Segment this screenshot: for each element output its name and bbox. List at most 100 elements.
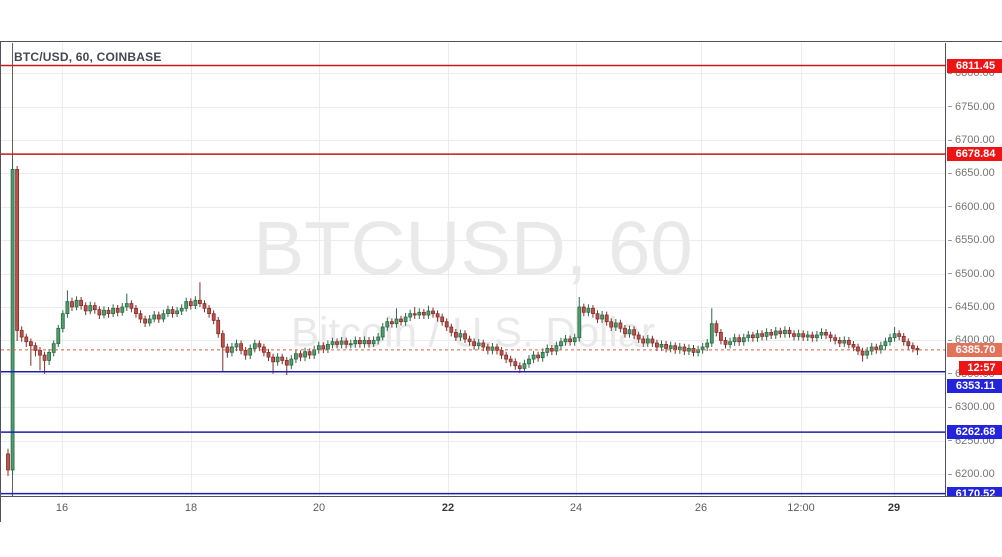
candle bbox=[719, 329, 723, 345]
candle bbox=[609, 318, 614, 331]
candle bbox=[783, 326, 787, 338]
price-tick: 6600.00 bbox=[946, 200, 1002, 214]
candle bbox=[833, 334, 838, 345]
candle bbox=[504, 351, 509, 364]
candle bbox=[289, 355, 294, 370]
level-price-label-2[interactable]: 6353.11 bbox=[947, 378, 1002, 393]
candle bbox=[70, 297, 74, 311]
time-axis[interactable]: 16 18 20 22 24 26 12:00 29 bbox=[1, 496, 1002, 523]
candle bbox=[394, 308, 399, 328]
price-axis[interactable]: 6800.00 6750.00 6700.00 6650.00 6600.00 6550.… bbox=[945, 43, 1002, 496]
candle bbox=[623, 325, 627, 338]
candle bbox=[38, 347, 42, 371]
candle bbox=[376, 333, 381, 345]
price-tick: 6650.00 bbox=[946, 166, 1002, 180]
candle bbox=[188, 298, 193, 310]
candle bbox=[527, 355, 531, 368]
candle bbox=[796, 329, 801, 341]
candle bbox=[627, 325, 632, 338]
time-tick: 12:00 bbox=[787, 502, 815, 514]
tick-dash bbox=[948, 273, 952, 275]
candle bbox=[440, 313, 445, 326]
candle bbox=[248, 344, 253, 360]
candle bbox=[207, 305, 212, 318]
candle bbox=[266, 349, 271, 362]
candle bbox=[760, 330, 764, 341]
candle bbox=[65, 290, 70, 318]
time-tick: 18 bbox=[184, 502, 198, 514]
candle bbox=[28, 338, 33, 366]
candle bbox=[293, 349, 298, 364]
candle bbox=[481, 339, 486, 352]
level-price-label-1[interactable]: 6678.84 bbox=[947, 147, 1002, 162]
candle bbox=[458, 329, 463, 341]
price-tick: 6750.00 bbox=[946, 100, 1002, 114]
symbol-legend[interactable]: BTC/USD, 60, COINBASE bbox=[14, 50, 162, 64]
time-tick: 29 bbox=[887, 502, 901, 514]
candle bbox=[554, 341, 559, 356]
candle bbox=[604, 311, 609, 326]
candle bbox=[508, 355, 513, 367]
candle bbox=[673, 342, 678, 354]
candle bbox=[74, 296, 79, 311]
candle bbox=[805, 331, 810, 341]
level-price-label-4[interactable]: 6170.52 bbox=[947, 486, 1002, 496]
candle bbox=[175, 307, 180, 317]
candle bbox=[426, 305, 431, 319]
chart-area: BTCUSD, 60 Bitcoin / U.S. Dollar 6800.00 6… bbox=[0, 41, 1002, 523]
candle bbox=[810, 331, 815, 342]
candle bbox=[367, 337, 371, 348]
candle bbox=[700, 343, 705, 354]
candle bbox=[883, 337, 888, 350]
candle bbox=[664, 341, 668, 353]
candle bbox=[51, 340, 56, 357]
candle bbox=[408, 309, 413, 321]
candle bbox=[751, 331, 755, 342]
candle bbox=[842, 336, 847, 347]
candle bbox=[325, 340, 330, 354]
candle bbox=[824, 329, 828, 339]
candle bbox=[79, 297, 83, 310]
candle bbox=[234, 339, 239, 352]
tick-dash bbox=[948, 206, 952, 208]
candle bbox=[572, 333, 577, 346]
candle bbox=[129, 300, 134, 313]
candle bbox=[115, 305, 120, 317]
candle bbox=[737, 334, 742, 346]
tick-dash bbox=[948, 172, 952, 174]
candle bbox=[111, 304, 115, 317]
candle bbox=[339, 337, 344, 349]
chart-pane[interactable]: BTCUSD, 60 Bitcoin / U.S. Dollar bbox=[1, 43, 945, 496]
candle bbox=[892, 327, 897, 342]
candle bbox=[755, 329, 760, 342]
candle bbox=[280, 353, 285, 365]
tick-dash bbox=[948, 139, 952, 141]
candle bbox=[216, 317, 221, 338]
candle bbox=[239, 340, 244, 355]
candle bbox=[316, 341, 321, 354]
candle bbox=[124, 293, 129, 311]
tick-dash bbox=[948, 373, 952, 375]
candle bbox=[531, 351, 536, 364]
candle bbox=[860, 347, 865, 362]
candle bbox=[303, 347, 308, 362]
time-tick: 26 bbox=[694, 502, 708, 514]
current-price-label[interactable]: 6385.70 bbox=[947, 342, 1002, 357]
candle bbox=[271, 353, 276, 374]
candle bbox=[83, 302, 88, 315]
candle bbox=[723, 337, 728, 349]
watermark-description: Bitcoin / U.S. Dollar bbox=[291, 309, 655, 356]
price-tick: 6200.00 bbox=[946, 467, 1002, 481]
candle bbox=[682, 343, 687, 356]
candle bbox=[847, 337, 851, 349]
tick-dash bbox=[948, 339, 952, 341]
candle bbox=[773, 327, 778, 339]
candle bbox=[134, 305, 138, 318]
level-price-label-0[interactable]: 6811.45 bbox=[947, 58, 1002, 73]
candle bbox=[88, 301, 93, 315]
candle bbox=[476, 339, 481, 350]
level-price-label-3[interactable]: 6262.68 bbox=[947, 425, 1002, 440]
candle bbox=[577, 297, 582, 342]
candle bbox=[869, 343, 874, 356]
candle bbox=[60, 310, 65, 333]
